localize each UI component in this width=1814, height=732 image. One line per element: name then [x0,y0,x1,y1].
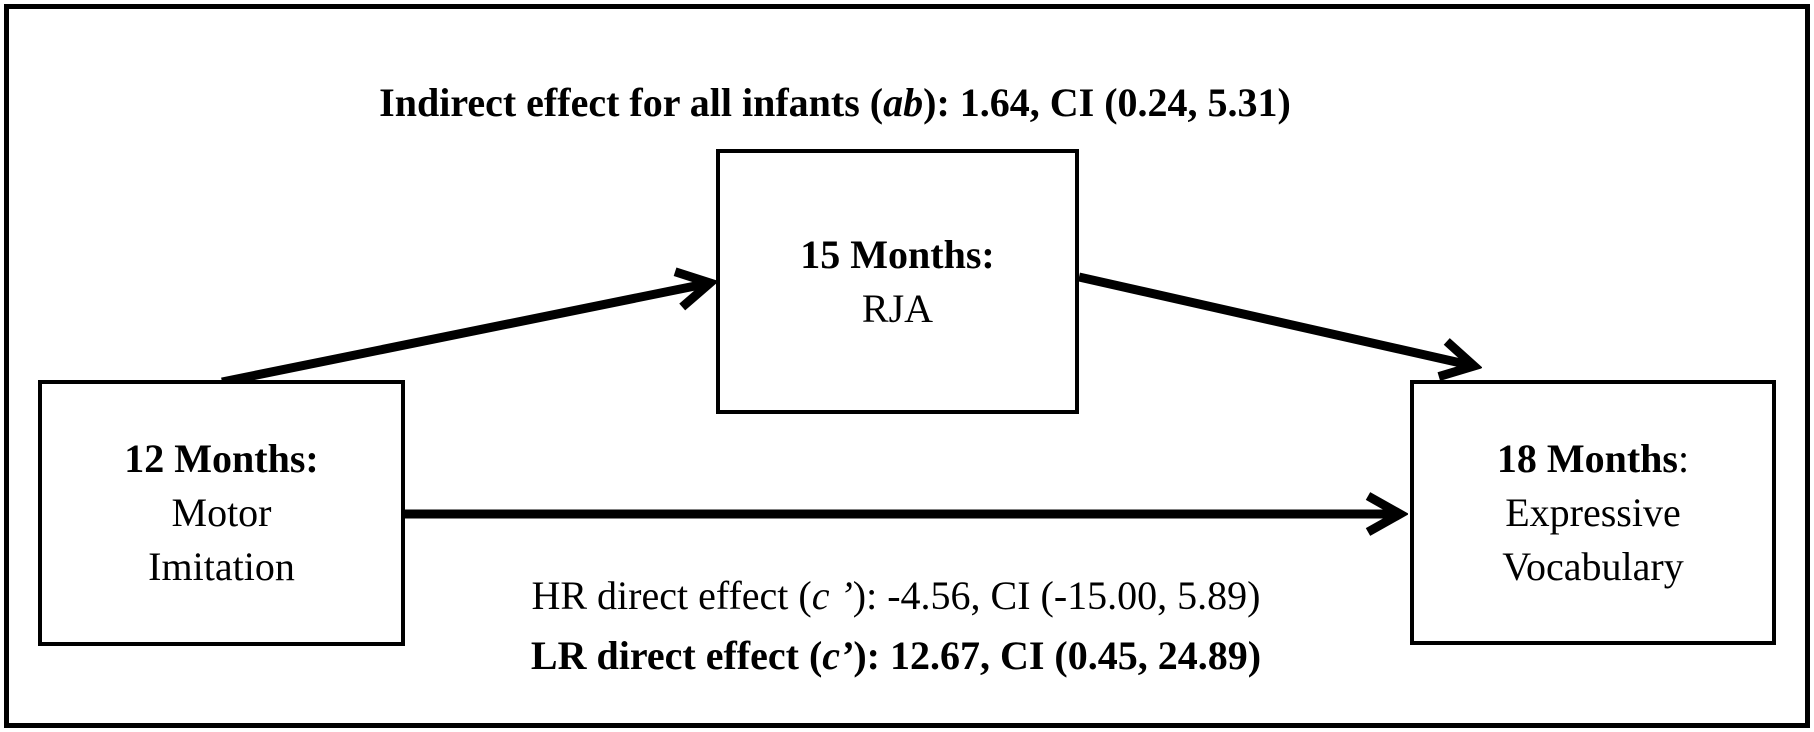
text-segment: HR direct effect ( [531,573,812,618]
text-segment: Motor [171,490,272,535]
text-segment: 12 Months: [124,436,319,481]
direct-effect-labels: HR direct effect (c ’): -4.56, CI (-15.0… [531,566,1261,686]
text-line: HR direct effect (c ’): -4.56, CI (-15.0… [531,566,1261,626]
text-segment: ): -4.56, CI (-15.00, 5.89) [852,573,1261,618]
text-line: RJA [862,282,933,336]
text-line: Motor [172,486,272,540]
text-segment: c ’ [811,573,853,618]
text-segment: ): 1.64, CI (0.24, 5.31) [923,80,1291,125]
indirect-effect-label: Indirect effect for all infants (ab): 1.… [379,76,1291,130]
text-segment: Imitation [148,544,295,589]
text-segment: 18 Months [1496,435,1678,481]
text-segment: Vocabulary [1502,543,1684,589]
text-line: 12 Months: [124,432,318,486]
text-line: Imitation [148,540,295,594]
text-line: Vocabulary [1502,540,1683,594]
text-segment: Indirect effect for all infants ( [379,80,884,125]
text-segment: c’ [822,633,854,678]
text-segment: RJA [861,285,934,331]
box-12-months-motor-imitation: 12 Months: Motor Imitation [38,380,405,646]
text-segment: Expressive [1505,489,1681,535]
text-line: 15 Months: [800,228,994,282]
box-15-months-rja: 15 Months: RJA [716,149,1079,414]
box-18-months-expressive-vocabulary: 18 Months: Expressive Vocabulary [1410,380,1776,645]
text-line: Expressive [1505,486,1681,540]
figure-border [4,4,1810,728]
text-line: LR direct effect (c’): 12.67, CI (0.45, … [531,626,1261,686]
text-segment: ab [883,80,924,125]
text-line: 18 Months: [1497,432,1689,486]
text-segment: LR direct effect ( [530,633,823,678]
text-segment: : [1678,435,1690,481]
text-segment: ): 12.67, CI (0.45, 24.89) [853,633,1262,678]
text-segment: 15 Months: [800,231,995,277]
